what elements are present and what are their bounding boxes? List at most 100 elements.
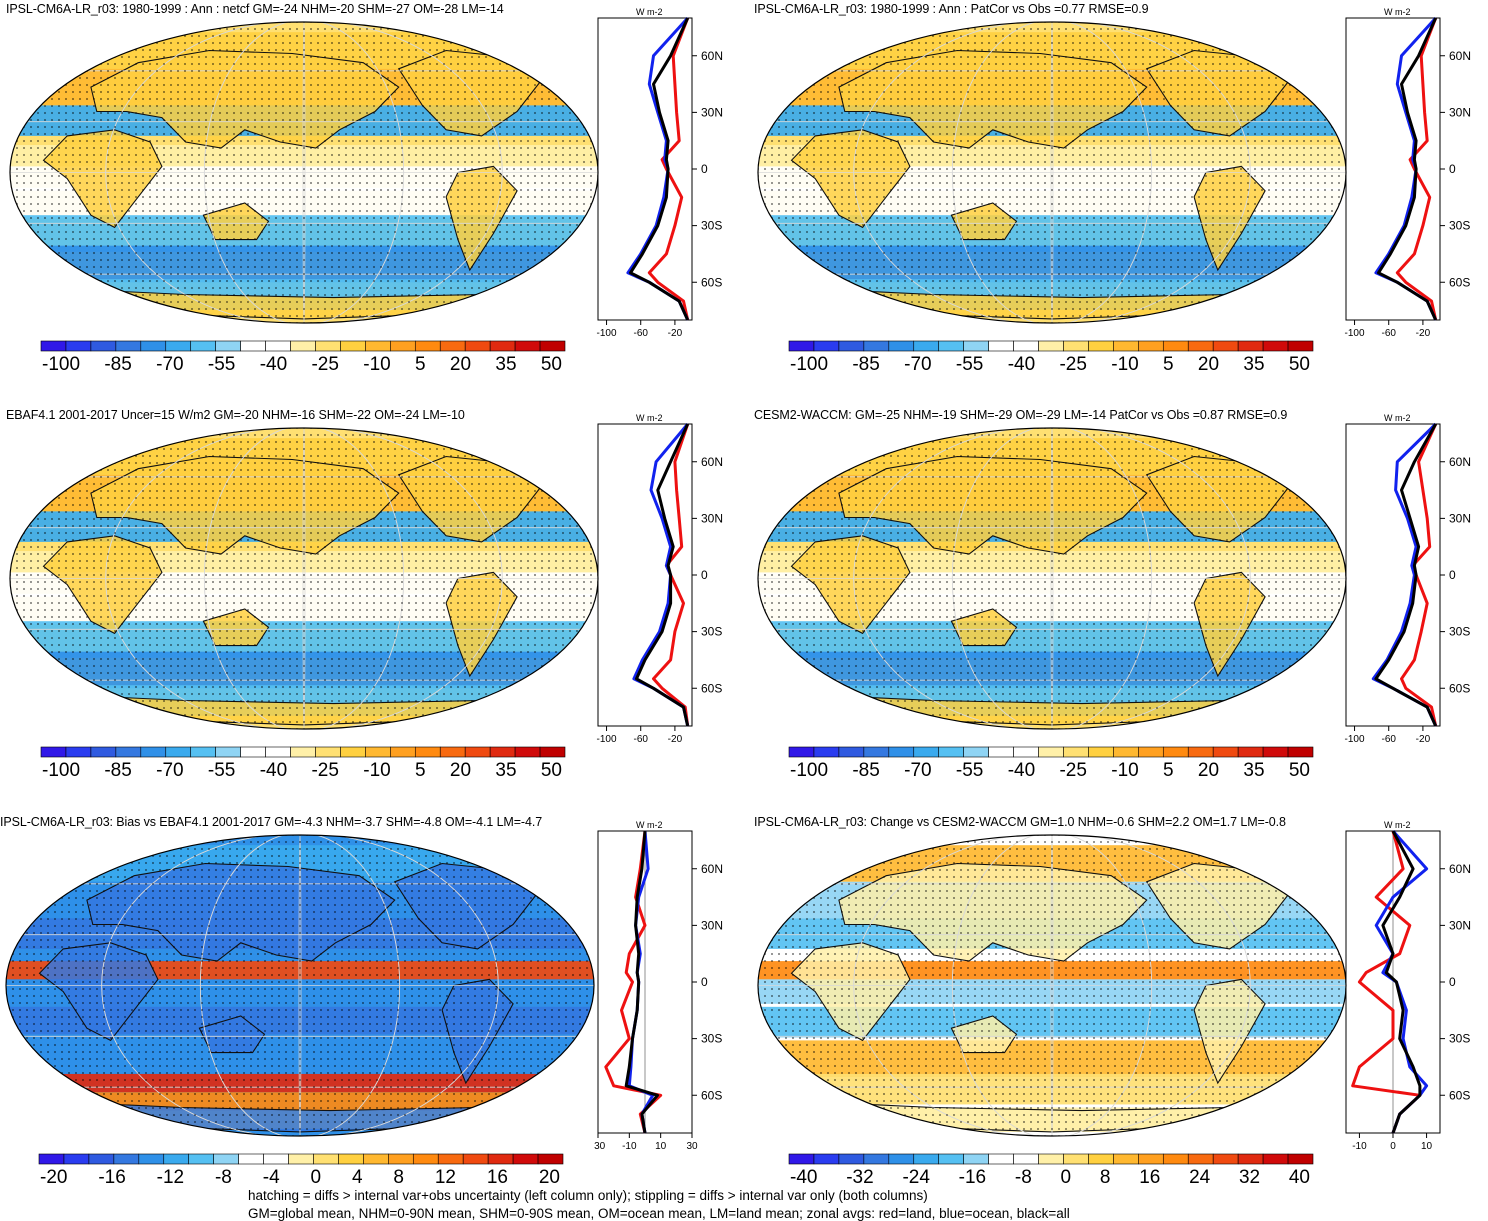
lat-label: 30N xyxy=(701,511,723,525)
zonal-line-land xyxy=(1400,423,1438,727)
colorbar-swatch xyxy=(113,1153,140,1165)
stippling xyxy=(10,22,598,323)
colorbar-tick-label: -25 xyxy=(311,354,339,375)
map-plot xyxy=(9,427,599,730)
map-plot xyxy=(757,427,1347,730)
colorbar-tick-label: -70 xyxy=(904,354,932,375)
colorbar-swatch xyxy=(539,746,566,758)
colorbar-tick-label: 24 xyxy=(1189,1167,1211,1188)
colorbar-tick-label: 35 xyxy=(1243,354,1265,375)
colorbar-swatch xyxy=(315,746,341,758)
colorbar-swatch xyxy=(1138,340,1164,352)
colorbar-swatch xyxy=(115,340,142,352)
lat-label: 60S xyxy=(1449,1088,1470,1102)
colorbar-swatch xyxy=(1013,340,1039,352)
colorbar-swatch xyxy=(1212,746,1239,758)
panel-5: IPSL-CM6A-LR_r03: Bias vs EBAF4.1 2001-2… xyxy=(0,813,740,1213)
colorbar-swatch xyxy=(1287,1153,1314,1165)
colorbar-tick-label: -85 xyxy=(104,760,132,781)
colorbar-tick-label: 50 xyxy=(1288,760,1310,781)
colorbar xyxy=(38,1153,564,1165)
panel-title: IPSL-CM6A-LR_r03: Change vs CESM2-WACCM … xyxy=(754,815,1286,829)
colorbar-swatch xyxy=(315,340,341,352)
colorbar-tick-label: -16 xyxy=(958,1167,987,1188)
colorbar-swatch xyxy=(90,746,117,758)
colorbar-tick-label: -70 xyxy=(156,354,184,375)
colorbar-swatch xyxy=(464,746,491,758)
colorbar-swatch xyxy=(1138,1153,1164,1165)
colorbar-swatch xyxy=(988,746,1014,758)
panel-title: EBAF4.1 2001-2017 Uncer=15 W/m2 GM=-20 N… xyxy=(6,408,465,422)
colorbar-swatch xyxy=(1262,340,1289,352)
colorbar-tick-label: 12 xyxy=(434,1167,456,1188)
colorbar-swatch xyxy=(487,1153,514,1165)
colorbar-tick-label: -55 xyxy=(207,760,236,781)
colorbar-tick-label: -10 xyxy=(1111,354,1139,375)
colorbar-swatch xyxy=(813,746,840,758)
colorbar-swatch xyxy=(1287,746,1314,758)
colorbar-tick-label: 20 xyxy=(449,354,472,375)
colorbar-swatch xyxy=(462,1153,489,1165)
colorbar xyxy=(40,746,566,758)
colorbar-swatch xyxy=(1262,746,1289,758)
zonal-average-plot: W m-2 60N 30N 0 30S 60S -10 0 10 xyxy=(1345,821,1471,1151)
panel-1: IPSL-CM6A-LR_r03: 1980-1999 : Ann : netc… xyxy=(0,0,740,400)
colorbar-swatch xyxy=(988,1153,1014,1165)
colorbar-swatch xyxy=(338,1153,364,1165)
colorbar-tick-label: -85 xyxy=(852,354,880,375)
colorbar-swatch xyxy=(963,340,989,352)
colorbar-tick-label: -25 xyxy=(1059,354,1087,375)
lat-label: 60N xyxy=(701,862,723,876)
colorbar-swatch xyxy=(1138,746,1164,758)
x-tick-label: -60 xyxy=(1382,734,1397,744)
colorbar-swatch xyxy=(190,340,216,352)
lat-label: 60S xyxy=(701,1088,722,1102)
colorbar-swatch xyxy=(1113,746,1139,758)
lat-label: 30N xyxy=(1449,105,1471,119)
panel-title: IPSL-CM6A-LR_r03: Bias vs EBAF4.1 2001-2… xyxy=(0,815,543,829)
colorbar xyxy=(788,340,1314,352)
colorbar-tick-label: 0 xyxy=(1060,1167,1072,1188)
colorbar-tick-label: -10 xyxy=(363,760,391,781)
lat-label: 0 xyxy=(701,975,708,989)
colorbar-swatch xyxy=(838,1153,865,1165)
colorbar-tick-label: -32 xyxy=(846,1167,874,1188)
colorbar-tick-label: -100 xyxy=(790,354,829,375)
lat-label: 60S xyxy=(701,681,722,695)
colorbar-swatch xyxy=(1113,340,1139,352)
colorbar-tick-label: 0 xyxy=(310,1167,322,1188)
colorbar-tick-label: 35 xyxy=(495,354,517,375)
colorbar xyxy=(788,746,1314,758)
colorbar-tick-label: -55 xyxy=(955,354,984,375)
colorbar-swatch xyxy=(240,746,266,758)
zonal-unit-label: W m-2 xyxy=(636,821,663,830)
map-border xyxy=(5,834,595,1137)
footer-line-2: GM=global mean, NHM=0-90N mean, SHM=0-90… xyxy=(248,1206,1070,1221)
colorbar-tick-label: 4 xyxy=(351,1167,363,1188)
colorbar-swatch xyxy=(489,340,516,352)
colorbar-swatch xyxy=(1088,340,1114,352)
colorbar-swatch xyxy=(838,340,865,352)
x-tick-label: -30 xyxy=(594,1141,606,1151)
colorbar-swatch xyxy=(888,1153,915,1165)
colorbar-tick-label: 5 xyxy=(415,354,426,375)
zonal-line-all xyxy=(629,17,690,321)
colorbar-swatch xyxy=(813,1153,840,1165)
colorbar xyxy=(788,1153,1314,1165)
zonal-average-plot: W m-2 60N 30N 0 30S 60S -30 -10 10 30 xyxy=(594,821,723,1151)
colorbar-swatch xyxy=(1162,1153,1189,1165)
colorbar-tick-label: 50 xyxy=(1288,354,1310,375)
x-tick-label: -20 xyxy=(1416,734,1431,744)
colorbar-labels: -20 -16 -12 -8 -4 0 4 8 12 16 20 xyxy=(40,1167,560,1189)
colorbar-swatch xyxy=(1237,1153,1264,1165)
lat-label: 60N xyxy=(701,455,723,469)
colorbar-swatch xyxy=(439,340,466,352)
colorbar-tick-label: -16 xyxy=(98,1167,126,1188)
lat-label: 0 xyxy=(1449,975,1456,989)
colorbar-swatch xyxy=(788,1153,815,1165)
colorbar-swatch xyxy=(40,746,67,758)
x-tick-label: 30 xyxy=(686,1141,698,1151)
colorbar-swatch xyxy=(1063,340,1089,352)
colorbar-swatch xyxy=(90,340,117,352)
colorbar-tick-label: -70 xyxy=(156,760,184,781)
